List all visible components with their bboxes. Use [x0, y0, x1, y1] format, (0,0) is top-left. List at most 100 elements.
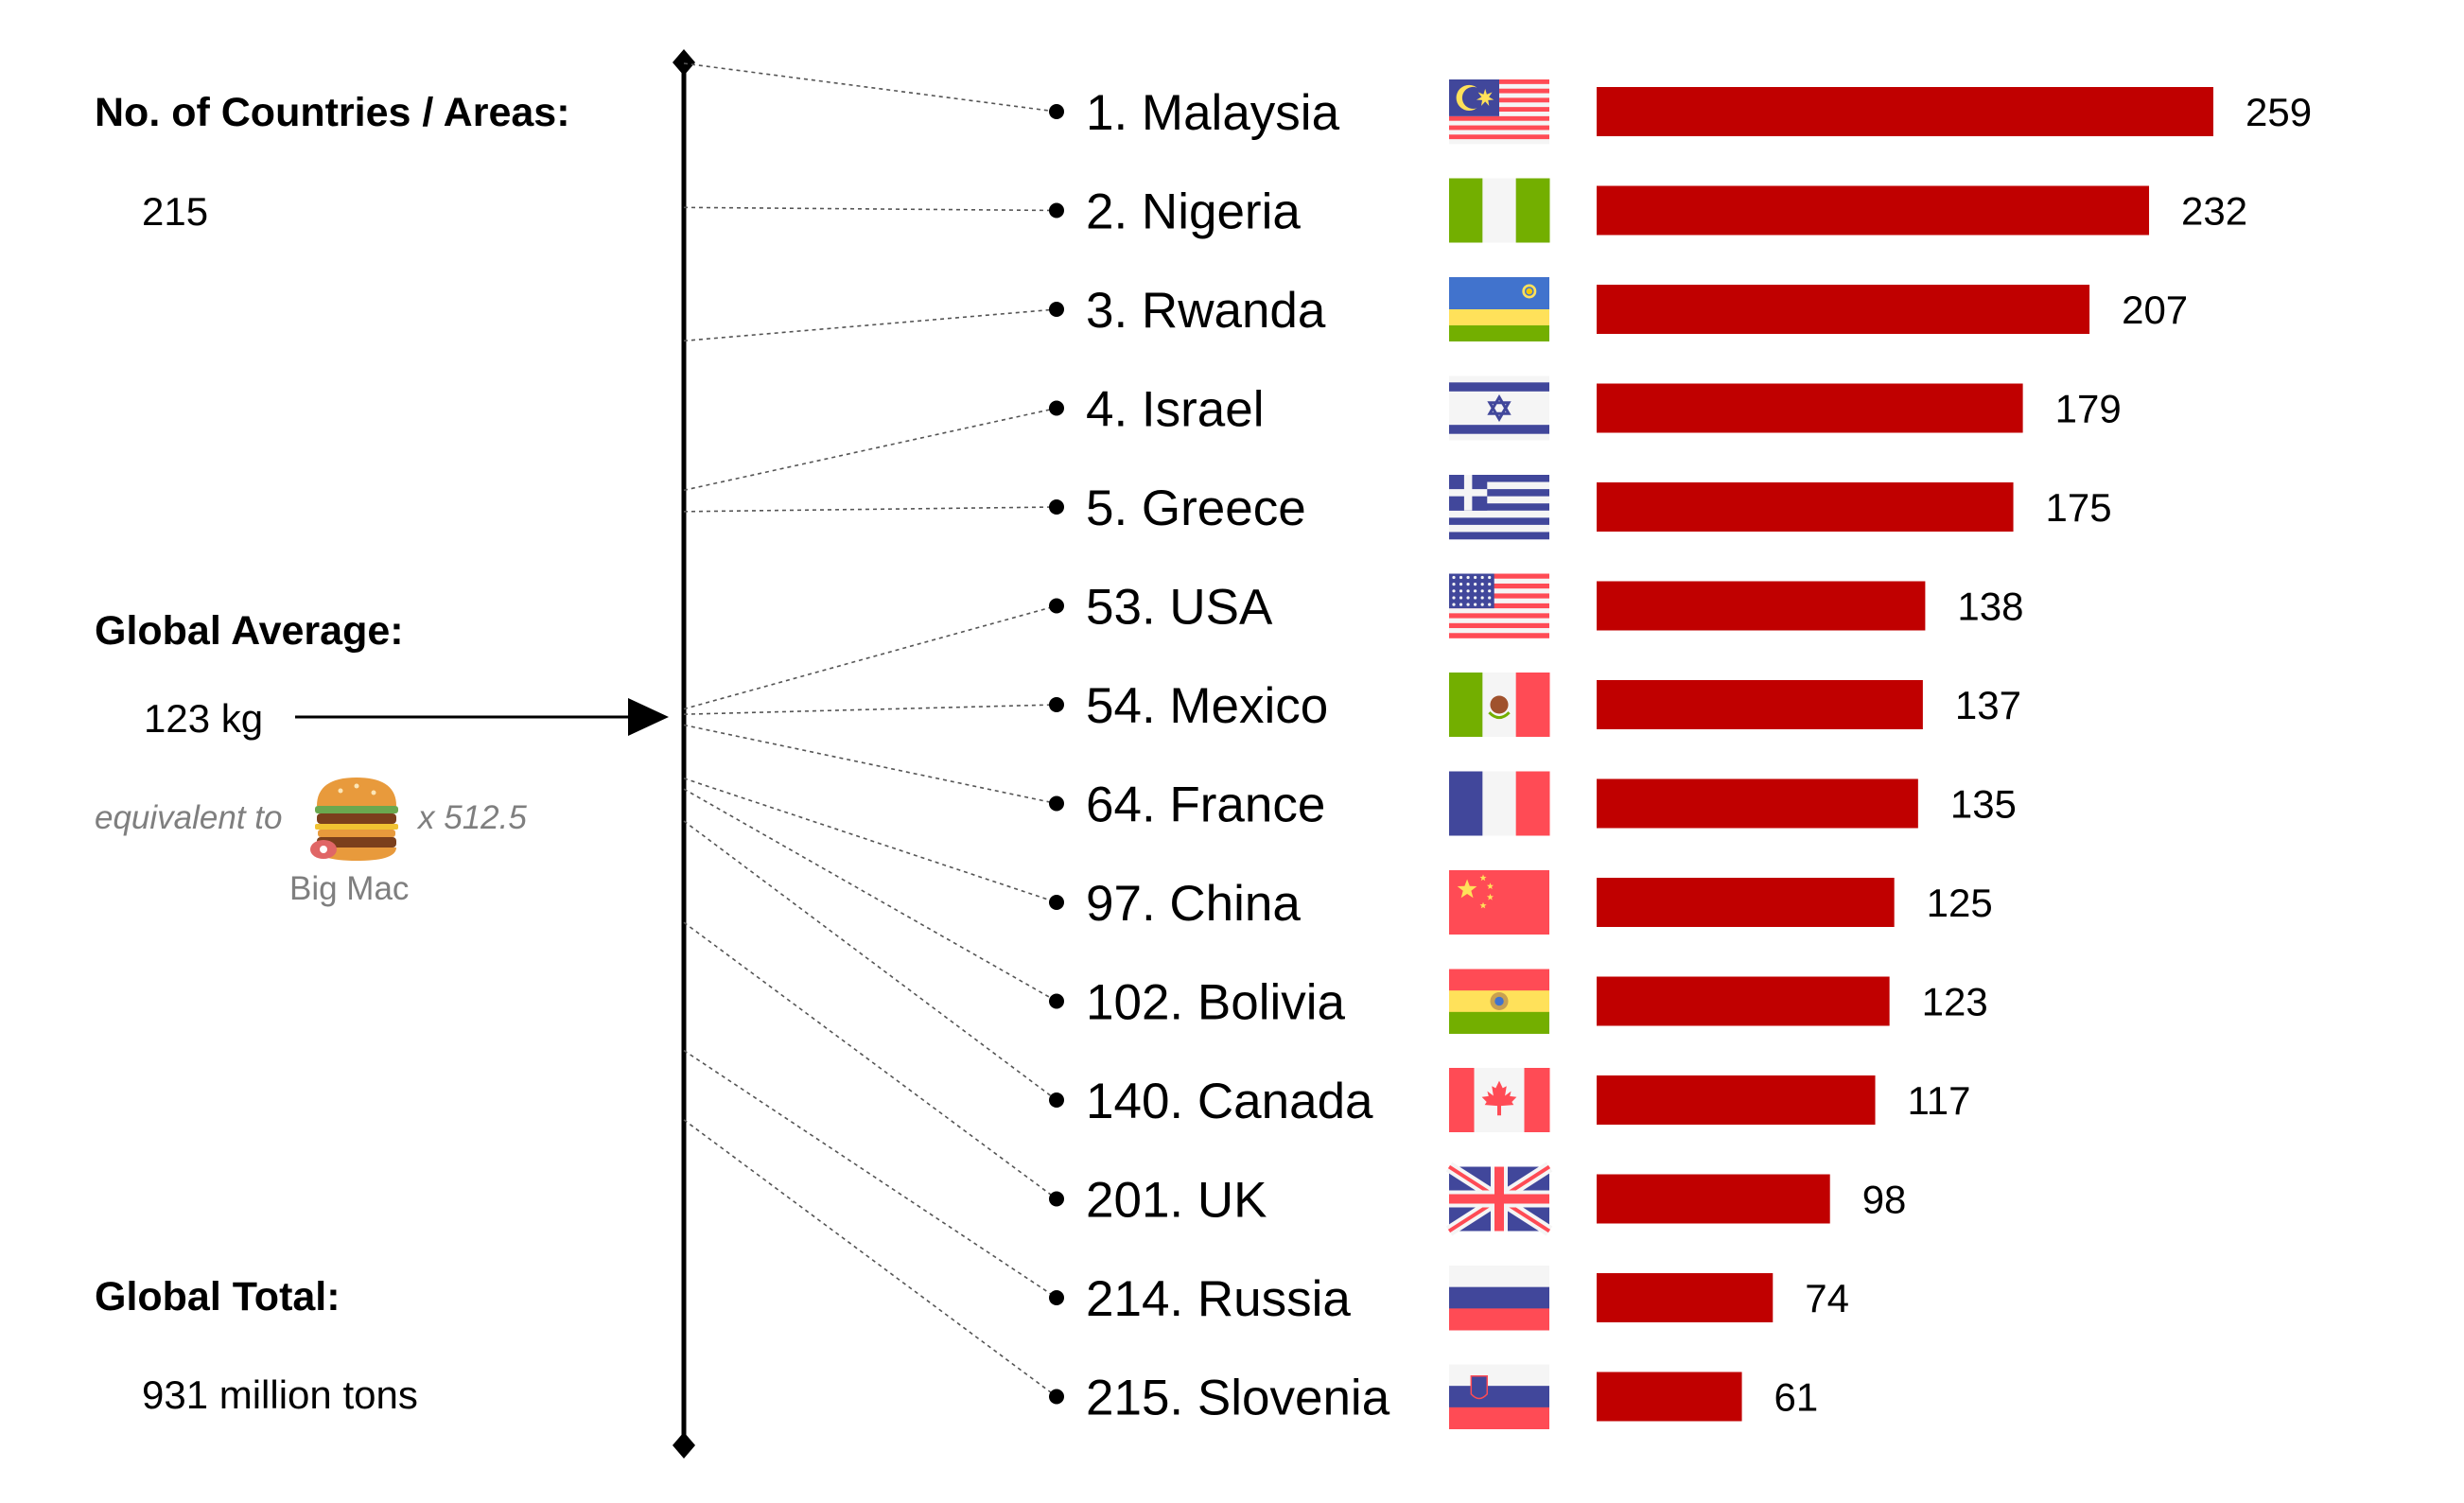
bar: [1597, 285, 2090, 334]
row-dot: [1049, 104, 1064, 119]
bar: [1597, 778, 1918, 829]
bar: [1597, 87, 2213, 136]
bar: [1597, 581, 1926, 631]
country-label: 64. France: [1086, 778, 1325, 833]
country-label: 1. Malaysia: [1086, 85, 1340, 141]
country-row: 97. China 125: [1049, 870, 1993, 935]
row-dot: [1049, 993, 1064, 1009]
value-label: 135: [1950, 782, 2017, 827]
nigeria-flag-icon: [1449, 178, 1550, 243]
value-label: 137: [1955, 683, 2021, 727]
row-dot: [1049, 697, 1064, 712]
country-label: 102. Bolivia: [1086, 975, 1346, 1031]
value-label: 74: [1805, 1276, 1849, 1320]
average-heading: Global Average:: [95, 608, 404, 654]
rwanda-flag-icon: [1449, 277, 1549, 341]
value-label: 138: [1957, 585, 2023, 629]
connector-line: [683, 921, 1057, 1200]
row-dot: [1049, 1092, 1064, 1108]
country-label: 2. Nigeria: [1086, 184, 1301, 240]
connector-line: [683, 704, 1057, 715]
connector-line: [683, 788, 1057, 1003]
bigmac-label: Big Mac: [289, 870, 409, 907]
row-dot: [1049, 795, 1064, 812]
value-label: 98: [1862, 1178, 1907, 1222]
row-dot: [1049, 499, 1064, 515]
connector-line: [683, 407, 1057, 492]
country-label: 97. China: [1086, 876, 1301, 932]
country-row: 215. Slovenia 61: [1049, 1364, 1819, 1429]
connector-line: [683, 724, 1057, 805]
value-label: 207: [2122, 288, 2188, 332]
country-row: 140. Canada 117: [1049, 1068, 1971, 1132]
country-row: 1. Malaysia 259: [1049, 79, 2312, 145]
uk-flag-icon: [1445, 1162, 1553, 1236]
bar: [1597, 878, 1895, 927]
average-arrow: [295, 698, 669, 736]
connector-line: [683, 820, 1057, 1101]
malaysia-flag-icon: [1449, 79, 1549, 145]
equivalent-multiplier: x 512.5: [416, 799, 527, 836]
country-label: 53. USA: [1086, 580, 1273, 636]
row-dot: [1049, 1191, 1064, 1207]
canada-flag-icon: [1449, 1068, 1550, 1132]
countries-heading: No. of Countries / Areas:: [95, 90, 570, 135]
bar: [1597, 1273, 1774, 1322]
connector-lines: [683, 62, 1057, 1398]
burger-icon: [310, 778, 398, 861]
usa-flag-icon: [1449, 573, 1549, 638]
bar: [1597, 482, 2014, 532]
china-flag-icon: [1449, 870, 1549, 935]
country-row: 201. UK 98: [1049, 1162, 1907, 1236]
connector-line: [683, 206, 1057, 212]
row-dot: [1049, 302, 1064, 317]
connector-line: [683, 778, 1057, 903]
country-row: 214. Russia 74: [1049, 1266, 1849, 1331]
connector-line: [683, 62, 1057, 113]
total-value: 931 million tons: [142, 1372, 418, 1417]
bar: [1597, 1372, 1742, 1422]
bar: [1597, 1075, 1876, 1125]
connector-line: [683, 1119, 1057, 1398]
country-row: 64. France 135: [1049, 771, 2017, 836]
country-row: 53. USA 138: [1049, 573, 2023, 638]
france-flag-icon: [1449, 771, 1550, 836]
value-label: 175: [2046, 485, 2112, 530]
value-label: 232: [2181, 189, 2247, 234]
country-label: 3. Rwanda: [1086, 283, 1326, 339]
connector-line: [683, 1049, 1057, 1299]
bar: [1597, 1174, 1830, 1224]
mexico-flag-icon: [1449, 673, 1550, 737]
value-label: 125: [1927, 881, 1993, 925]
country-label: 215. Slovenia: [1086, 1371, 1390, 1426]
row-dot: [1049, 598, 1064, 614]
row-dot: [1049, 202, 1064, 218]
israel-flag-icon: [1449, 376, 1549, 441]
country-label: 54. Mexico: [1086, 678, 1328, 734]
equivalent-prefix: equivalent to: [95, 799, 282, 836]
country-row: 54. Mexico 137: [1049, 673, 2021, 737]
greece-flag-icon: [1449, 475, 1549, 540]
bolivia-flag-icon: [1449, 969, 1549, 1034]
value-label: 123: [1922, 980, 1988, 1024]
country-row: 5. Greece 175: [1049, 475, 2112, 540]
value-label: 117: [1908, 1078, 1971, 1123]
bar: [1597, 976, 1890, 1026]
connector-line: [683, 604, 1057, 710]
country-label: 214. Russia: [1086, 1271, 1351, 1327]
value-label: 179: [2055, 387, 2122, 431]
country-row: 2. Nigeria 232: [1049, 178, 2247, 243]
country-label: 201. UK: [1086, 1173, 1267, 1229]
vertical-axis: [673, 49, 695, 1459]
value-label: 61: [1774, 1375, 1819, 1420]
connector-line: [683, 308, 1057, 342]
connector-line: [683, 506, 1057, 513]
average-value: 123 kg: [144, 696, 263, 741]
russia-flag-icon: [1449, 1266, 1549, 1331]
value-label: 259: [2246, 90, 2312, 134]
bar: [1597, 680, 1923, 729]
countries-value: 215: [142, 189, 208, 234]
slovenia-flag-icon: [1449, 1364, 1549, 1429]
